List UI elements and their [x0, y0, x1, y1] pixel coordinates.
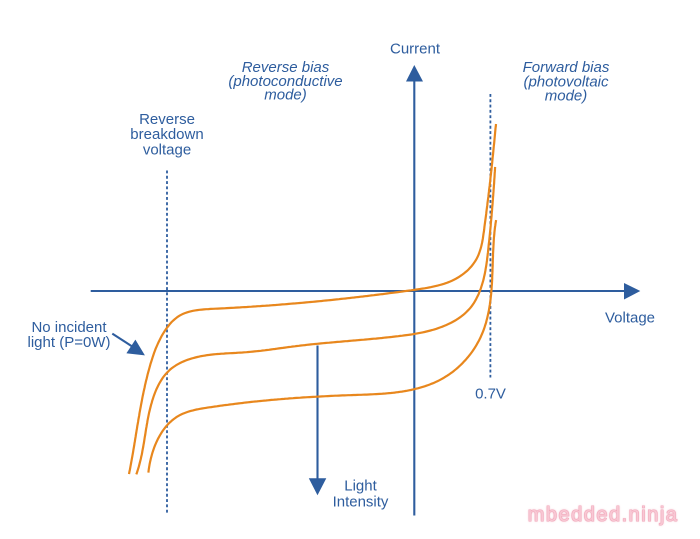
svg-text:No incident: No incident: [31, 319, 107, 336]
svg-text:Current: Current: [390, 41, 441, 58]
svg-text:light (P=0W): light (P=0W): [28, 334, 111, 351]
svg-text:mbedded.ninja: mbedded.ninja: [528, 504, 679, 526]
svg-text:mode): mode): [545, 88, 588, 105]
svg-text:mbedded.ninja: mbedded.ninja: [528, 504, 679, 526]
svg-text:Forward bias: Forward bias: [523, 59, 610, 76]
svg-text:(photovoltaic: (photovoltaic: [523, 73, 609, 90]
svg-text:breakdown: breakdown: [130, 126, 203, 143]
svg-text:(photoconductive: (photoconductive: [228, 73, 342, 90]
svg-text:voltage: voltage: [143, 142, 191, 159]
svg-text:mode): mode): [264, 87, 307, 104]
svg-text:Voltage: Voltage: [605, 310, 655, 327]
svg-text:Reverse: Reverse: [139, 111, 195, 128]
svg-text:0.7V: 0.7V: [475, 385, 506, 402]
svg-text:Intensity: Intensity: [333, 494, 389, 511]
svg-text:Reverse bias: Reverse bias: [242, 59, 330, 76]
svg-text:Light: Light: [344, 478, 377, 495]
